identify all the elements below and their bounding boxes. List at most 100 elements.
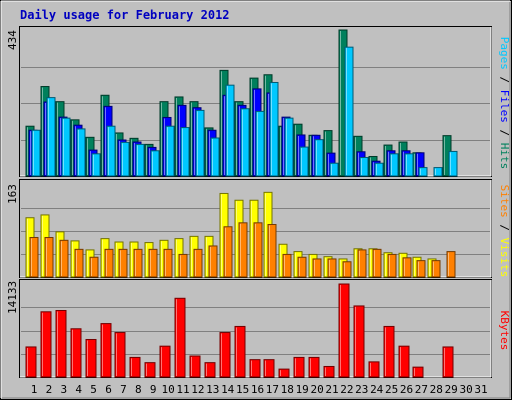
x-tick-day-18: 18 (281, 383, 294, 396)
kbytes-bar-day-13 (204, 362, 216, 378)
kbytes-bar-day-4 (70, 328, 82, 378)
pages-bar-day-9 (150, 150, 160, 177)
sites-bar-day-3 (59, 239, 69, 278)
pages-bar-day-24 (374, 162, 384, 177)
x-tick-day-26: 26 (400, 383, 413, 396)
sites-bar-day-6 (104, 248, 114, 278)
kbytes-bar-day-19 (293, 356, 305, 378)
sites-bar-day-23 (357, 249, 367, 278)
hits-max-label: 434 (6, 30, 19, 50)
pages-bar-day-21 (329, 162, 339, 177)
legend-separator: / (498, 123, 511, 143)
pages-bar-day-2 (46, 97, 56, 177)
kbytes-bar-day-1 (25, 346, 37, 378)
sites-bar-day-26 (402, 257, 412, 278)
hits-files-pages-legend: Pages / Files / Hits (498, 37, 511, 170)
sites-bar-day-22 (342, 261, 352, 278)
sites-bar-day-28 (431, 260, 441, 278)
kbytes-bar-day-15 (234, 325, 246, 378)
x-tick-day-20: 20 (310, 383, 323, 396)
x-tick-day-24: 24 (370, 383, 384, 396)
x-tick-day-12: 12 (191, 383, 204, 396)
pages-bar-day-14 (225, 84, 235, 177)
pages-bar-day-23 (359, 156, 369, 177)
bars-layer (25, 29, 458, 378)
pages-bar-day-20 (314, 139, 324, 177)
kbytes-bar-day-23 (353, 305, 365, 378)
x-tick-day-29: 29 (445, 383, 458, 396)
legend-pages: Pages (498, 37, 511, 70)
x-tick-day-25: 25 (385, 383, 398, 396)
visits-sites-legend: Sites / Visits (498, 185, 511, 278)
pages-bar-day-28 (433, 167, 443, 177)
x-tick-day-19: 19 (296, 383, 309, 396)
legend-sites: Sites (498, 185, 511, 218)
kbytes-bar-day-20 (308, 356, 320, 378)
sites-bar-day-9 (148, 248, 158, 278)
pages-bar-day-11 (180, 127, 190, 177)
x-tick-day-16: 16 (251, 383, 264, 396)
pages-bar-day-7 (120, 141, 130, 177)
legend-files: Files (498, 90, 511, 123)
x-tick-day-10: 10 (161, 383, 174, 396)
x-tick-day-7: 7 (120, 383, 127, 396)
sites-bar-day-27 (416, 260, 426, 278)
pages-bar-day-10 (165, 125, 175, 177)
kbytes-max-label: 14133 (6, 281, 19, 314)
pages-bar-day-1 (31, 129, 41, 177)
kbytes-bar-day-5 (85, 338, 97, 378)
pages-bar-day-12 (195, 109, 205, 177)
sites-bar-day-14 (223, 226, 233, 278)
kbytes-bar-day-6 (100, 323, 112, 378)
pages-bar-day-26 (404, 153, 414, 177)
pages-bar-day-22 (344, 46, 354, 177)
x-tick-day-2: 2 (46, 383, 53, 396)
sites-bar-day-4 (74, 248, 84, 278)
kbytes-bar-day-16 (249, 359, 261, 378)
legend-separator: / (498, 218, 511, 238)
x-tick-day-17: 17 (266, 383, 279, 396)
x-tick-day-14: 14 (221, 383, 235, 396)
x-tick-day-3: 3 (60, 383, 67, 396)
x-tick-day-13: 13 (206, 383, 219, 396)
x-tick-day-11: 11 (176, 383, 189, 396)
kbytes-bar-day-18 (278, 368, 290, 378)
kbytes-bar-day-9 (144, 362, 156, 378)
x-tick-day-27: 27 (415, 383, 428, 396)
sites-bar-day-2 (44, 236, 54, 278)
kbytes-bar-day-2 (40, 311, 52, 378)
sites-bar-day-19 (297, 256, 307, 278)
pages-bar-day-4 (76, 128, 86, 177)
kbytes-bar-day-21 (323, 365, 335, 378)
kbytes-bar-day-25 (383, 325, 395, 378)
sites-bar-day-7 (118, 248, 128, 278)
sites-bar-day-25 (387, 253, 397, 278)
kbytes-bar-day-26 (398, 345, 410, 378)
x-tick-day-23: 23 (355, 383, 368, 396)
sites-bar-day-17 (267, 224, 277, 278)
kbytes-bar-day-29 (442, 346, 454, 378)
pages-bar-day-27 (418, 167, 428, 177)
pages-bar-day-3 (61, 117, 71, 177)
x-tick-day-5: 5 (90, 383, 97, 396)
pages-bar-day-6 (106, 125, 116, 177)
x-tick-day-1: 1 (31, 383, 38, 396)
sites-bar-day-18 (282, 253, 292, 278)
sites-bar-day-21 (327, 258, 337, 278)
sites-bar-day-11 (178, 253, 188, 278)
kbytes-bar-day-8 (129, 356, 141, 378)
legend-separator: / (498, 70, 511, 90)
x-axis-labels: 1 2 3 4 5 6 7 8 9 10 11 12 13 14 15 16 17 18 19 20 21 22 23 24 2… (31, 383, 488, 396)
pages-bar-day-19 (299, 146, 309, 177)
kbytes-bar-day-24 (368, 361, 380, 378)
x-tick-day-21: 21 (325, 383, 338, 396)
sites-bar-day-15 (238, 222, 248, 278)
legend-visits: Visits (498, 238, 511, 278)
legend-layer: Pages / Files / Hits Sites / Visits KBytes (498, 37, 511, 351)
x-tick-day-6: 6 (105, 383, 112, 396)
kbytes-bar-day-27 (412, 366, 424, 378)
x-tick-day-9: 9 (150, 383, 157, 396)
pages-bar-day-8 (135, 143, 145, 177)
pages-bar-day-25 (389, 153, 399, 177)
